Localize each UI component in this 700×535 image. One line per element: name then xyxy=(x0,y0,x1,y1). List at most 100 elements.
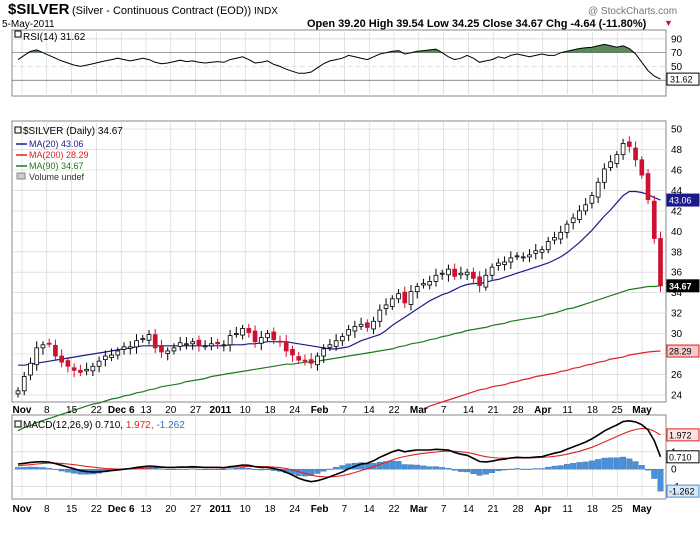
macd-histogram-bar xyxy=(158,468,165,470)
date: 5-May-2011 xyxy=(2,19,55,30)
candle-body xyxy=(658,238,663,287)
macd-badge xyxy=(666,484,700,498)
macd-badge-text: 0.710 xyxy=(669,452,692,462)
macd-histogram-bar xyxy=(333,466,340,470)
macd-histogram-bar xyxy=(464,469,471,473)
macd-histogram-bar xyxy=(601,457,608,470)
macd-histogram-bar xyxy=(46,468,53,470)
candle-body xyxy=(59,355,64,363)
x-tick-label-bottom: 15 xyxy=(66,504,78,515)
candle-body xyxy=(15,390,21,395)
x-tick-label-bottom: 14 xyxy=(364,504,376,515)
candle-body xyxy=(21,376,27,392)
candle-body xyxy=(464,271,470,276)
candle-body xyxy=(408,291,414,305)
candle-body xyxy=(78,369,83,373)
candle-body xyxy=(433,274,439,282)
candle-layer xyxy=(15,136,663,398)
price-ytick: 32 xyxy=(671,309,683,320)
macd-histogram-bar xyxy=(15,467,21,470)
macd-histogram-bar xyxy=(208,469,215,470)
candle-body xyxy=(645,173,651,201)
rsi-badge-text: 31.62 xyxy=(670,75,693,85)
legend-volume: Volume undef xyxy=(29,172,85,182)
axis-layer: 50 48 46 44 42 40 38 36 34 32 30 28 26 24 43.06 34.67 28… xyxy=(13,34,700,515)
candle-body xyxy=(539,249,545,253)
candle-body xyxy=(165,350,171,354)
candle-body xyxy=(402,291,408,304)
candle-body xyxy=(471,271,476,279)
macd-histogram-bar xyxy=(202,469,209,470)
candle-body xyxy=(327,344,333,348)
candle-body xyxy=(477,276,482,286)
macd-histogram-bar xyxy=(227,468,234,470)
candle-body xyxy=(109,354,114,358)
macd-histogram-bar xyxy=(651,469,658,479)
price-badge-text: 43.06 xyxy=(669,196,692,206)
candle-body xyxy=(227,335,233,346)
macd-histogram-bar xyxy=(532,468,539,470)
macd-histogram-bar xyxy=(420,465,427,470)
ma-line-ma200 xyxy=(423,350,661,410)
candle-body xyxy=(651,200,657,239)
macd-histogram-bar xyxy=(432,466,439,470)
x-tick-label: 27 xyxy=(190,405,202,416)
candle-body xyxy=(290,348,295,356)
x-tick-label-bottom: Apr xyxy=(534,504,551,515)
x-tick-label-bottom: 28 xyxy=(512,504,524,515)
candle-body xyxy=(383,304,389,309)
macd-histogram-bar xyxy=(214,469,221,470)
candle-body xyxy=(346,329,351,336)
candle-body xyxy=(190,341,195,345)
macd-histogram-bar xyxy=(645,469,651,471)
macd-histogram-bar xyxy=(626,458,633,470)
macd-histogram-bar xyxy=(64,469,71,473)
x-tick-label-bottom: 24 xyxy=(289,504,301,515)
x-tick-label-bottom: 22 xyxy=(91,504,103,515)
volume-legend-swatch xyxy=(16,172,26,180)
x-tick-label: 7 xyxy=(441,405,447,416)
macd-histogram-bar xyxy=(507,468,514,470)
price-toggle-icon[interactable] xyxy=(14,126,22,134)
x-tick-label: May xyxy=(632,405,652,416)
macd-histogram-bar xyxy=(439,467,446,470)
x-tick-label: Feb xyxy=(311,405,329,416)
macd-toggle-icon[interactable] xyxy=(14,420,22,428)
macd-histogram-bar xyxy=(657,469,664,492)
rsi-toggle-icon[interactable] xyxy=(14,30,22,38)
macd-histogram-bar xyxy=(58,469,65,472)
candle-body xyxy=(377,309,383,322)
candle-body xyxy=(296,356,302,361)
symbol-description: (Silver - Continuous Contract (EOD)) xyxy=(72,5,251,17)
macd-histogram-bar xyxy=(308,469,315,476)
candle-body xyxy=(389,298,395,307)
macd-badge xyxy=(666,450,700,464)
change-down-icon: ▼ xyxy=(664,18,673,28)
candle-body xyxy=(271,331,277,341)
candle-body xyxy=(90,365,96,372)
macd-label-signal: 1.972, xyxy=(126,420,154,431)
candle-body xyxy=(545,241,551,251)
candle-body xyxy=(502,261,507,265)
x-tick-label: Nov xyxy=(13,405,32,416)
candle-body xyxy=(396,293,401,300)
macd-histogram-bar xyxy=(563,464,570,470)
candle-body xyxy=(146,334,152,341)
macd-line xyxy=(17,419,662,483)
price-ytick: 44 xyxy=(671,186,683,197)
macd-histogram-bar xyxy=(401,464,408,470)
candle-body xyxy=(184,343,189,346)
candle-body xyxy=(202,345,208,348)
macd-histogram-bar xyxy=(476,469,483,476)
macd-histogram-bar xyxy=(33,466,40,470)
candle-body xyxy=(240,328,245,336)
candle-body xyxy=(159,345,164,353)
x-tick-label: 18 xyxy=(587,405,599,416)
x-tick-label: 14 xyxy=(364,405,376,416)
macd-histogram-bar xyxy=(195,468,202,470)
rsi-ytick: 90 xyxy=(671,34,683,45)
candle-body xyxy=(527,254,532,258)
macd-histogram-bar xyxy=(220,469,227,470)
candle-body xyxy=(626,141,632,147)
